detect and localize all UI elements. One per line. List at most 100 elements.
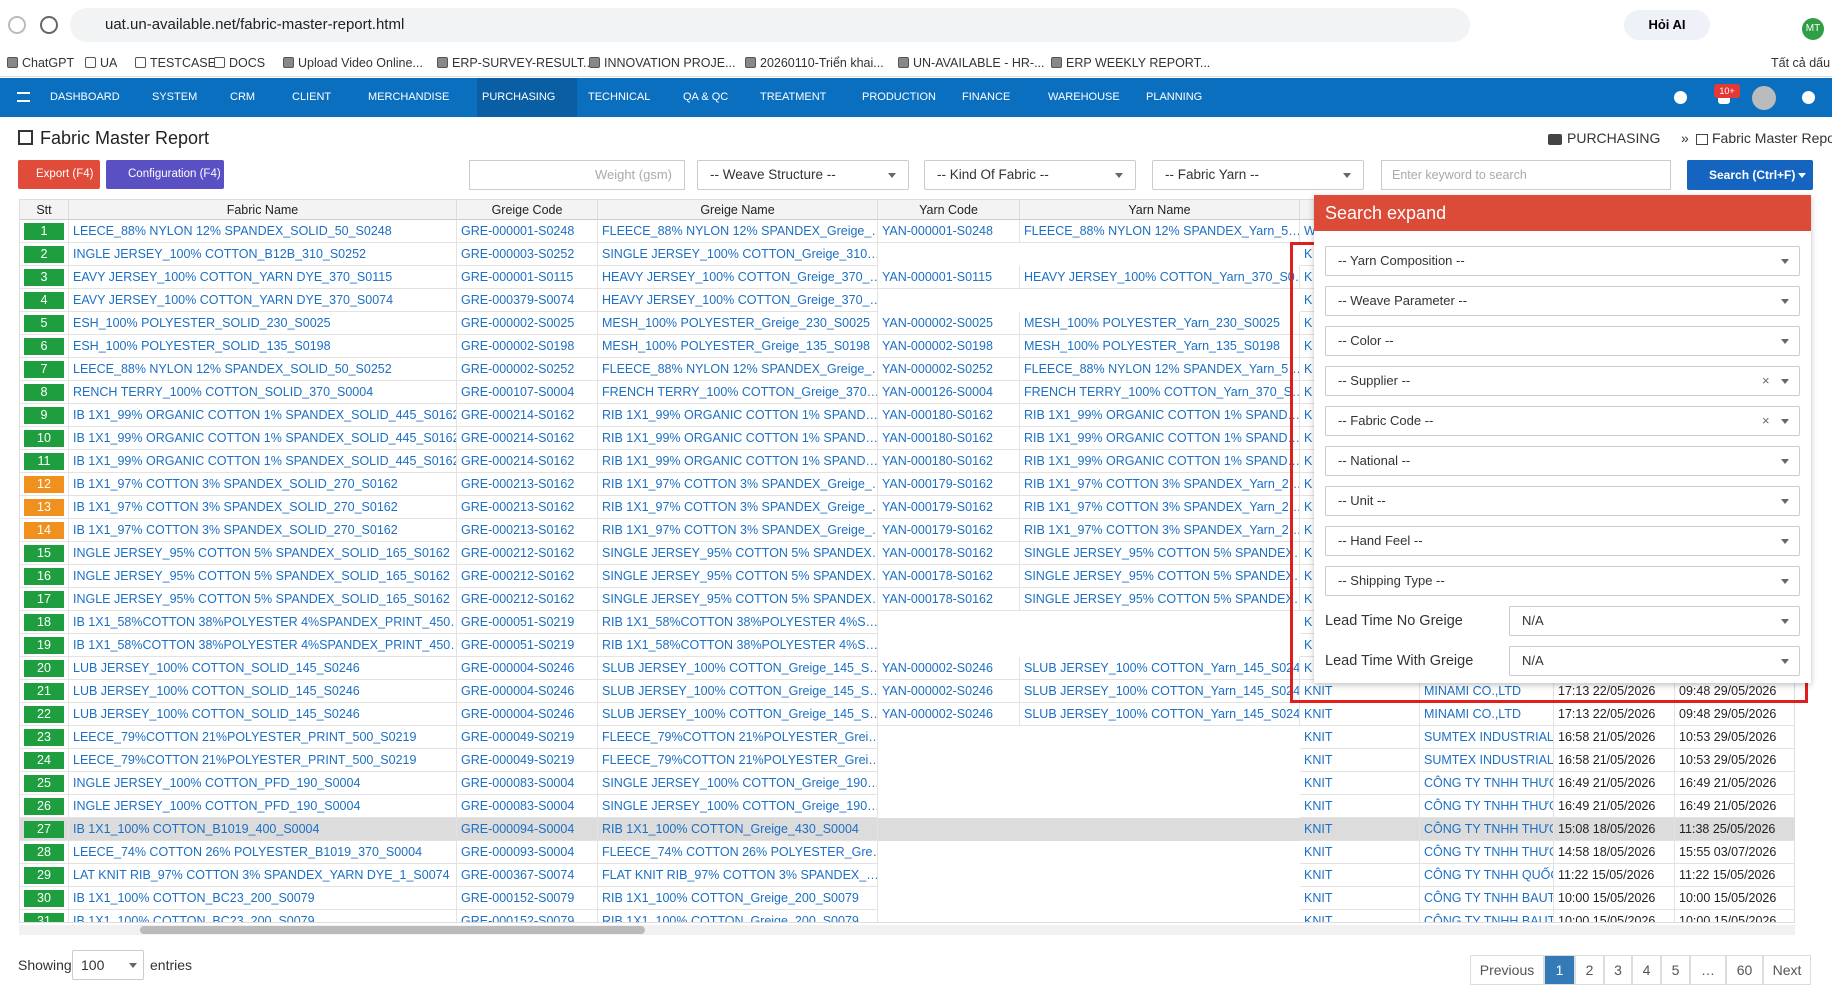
bookmark[interactable]: UA xyxy=(100,56,118,70)
user-avatar[interactable] xyxy=(1752,86,1776,110)
table-cell[interactable]: RIB 1X1_99% ORGANIC COTTON 1% SPAND… xyxy=(1020,450,1300,473)
table-cell[interactable]: 09:48 29/05/2026 xyxy=(1675,703,1794,726)
reload-button[interactable] xyxy=(40,16,58,34)
table-row[interactable] xyxy=(20,772,1794,795)
panel-select[interactable]: -- Yarn Composition -- xyxy=(1325,246,1800,276)
table-cell[interactable]: IB 1X1_58%COTTON 38%POLYESTER 4%SPANDEX_… xyxy=(69,611,457,634)
panel-select[interactable]: -- Weave Parameter -- xyxy=(1325,286,1800,316)
clear-button[interactable]: × xyxy=(1762,373,1770,388)
table-cell[interactable]: RIB 1X1_58%COTTON 38%POLYESTER 4%S… xyxy=(598,634,878,657)
table-cell[interactable]: YAN-000178-S0162 xyxy=(878,542,1020,565)
lead-time-select[interactable]: N/A xyxy=(1509,606,1800,636)
table-cell[interactable]: GRE-000214-S0162 xyxy=(457,404,598,427)
address-bar[interactable] xyxy=(70,8,1470,42)
table-cell[interactable]: KNIT xyxy=(1300,887,1420,910)
table-row[interactable] xyxy=(20,841,1794,864)
table-cell[interactable]: LEECE_79%COTTON 21%POLYESTER_PRINT_500_S… xyxy=(69,726,457,749)
bookmark[interactable]: ChatGPT xyxy=(22,56,75,70)
table-cell[interactable]: YAN-000126-S0004 xyxy=(878,381,1020,404)
table-cell[interactable]: FRENCH TERRY_100% COTTON_Yarn_370_S… xyxy=(1020,381,1300,404)
table-row[interactable] xyxy=(20,726,1794,749)
table-cell[interactable]: GRE-000083-S0004 xyxy=(457,772,598,795)
table-cell[interactable]: 16:49 21/05/2026 xyxy=(1554,772,1675,795)
table-cell[interactable]: SLUB JERSEY_100% COTTON_Greige_145_S… xyxy=(598,703,878,726)
bookmark[interactable]: INNOVATION PROJE... xyxy=(604,56,736,70)
table-cell[interactable]: CÔNG TY TNHH QUỐC xyxy=(1420,864,1554,887)
table-cell[interactable]: YAN-000002-S0246 xyxy=(878,657,1020,680)
table-cell[interactable]: YAN-000002-S0246 xyxy=(878,680,1020,703)
nav-item[interactable]: CLIENT xyxy=(292,91,332,103)
table-cell[interactable]: YAN-000179-S0162 xyxy=(878,496,1020,519)
table-cell[interactable]: GRE-000107-S0004 xyxy=(457,381,598,404)
table-cell[interactable]: INGLE JERSEY_95% COTTON 5% SPANDEX_SOLID… xyxy=(69,565,457,588)
table-cell[interactable]: INGLE JERSEY_100% COTTON_B12B_310_S0252 xyxy=(69,243,457,266)
bookmark[interactable]: TESTCASE xyxy=(150,56,216,70)
table-cell[interactable]: SINGLE JERSEY_100% COTTON_Greige_310… xyxy=(598,243,878,266)
bookmark[interactable]: 20260110-Triển khai... xyxy=(760,56,884,70)
table-cell[interactable]: 10:00 15/05/2026 xyxy=(1675,910,1794,922)
page-button[interactable]: Next xyxy=(1763,955,1811,985)
table-cell[interactable]: EAVY JERSEY_100% COTTON_YARN DYE_370_S00… xyxy=(69,289,457,312)
table-cell[interactable]: HEAVY JERSEY_100% COTTON_Greige_370_… xyxy=(598,289,878,312)
table-cell[interactable]: 10:00 15/05/2026 xyxy=(1554,887,1675,910)
table-cell[interactable]: LEECE_74% COTTON 26% POLYESTER_B1019_370… xyxy=(69,841,457,864)
table-cell[interactable]: SLUB JERSEY_100% COTTON_Greige_145_S… xyxy=(598,680,878,703)
table-cell[interactable]: SINGLE JERSEY_100% COTTON_Greige_190… xyxy=(598,772,878,795)
column-header[interactable]: Greige Name xyxy=(598,200,878,220)
breadcrumb[interactable]: PURCHASING xyxy=(1567,130,1661,146)
column-header[interactable]: Fabric Name xyxy=(69,200,457,220)
table-cell[interactable]: MESH_100% POLYESTER_Greige_230_S0025 xyxy=(598,312,878,335)
table-cell[interactable]: YAN-000002-S0246 xyxy=(878,703,1020,726)
table-cell[interactable]: GRE-000213-S0162 xyxy=(457,496,598,519)
table-cell[interactable]: CÔNG TY TNHH BAUTI xyxy=(1420,910,1554,922)
page-button[interactable]: 5 xyxy=(1661,955,1690,985)
table-cell[interactable]: 11:22 15/05/2026 xyxy=(1554,864,1675,887)
page-button[interactable]: 2 xyxy=(1575,955,1604,985)
table-cell[interactable]: RIB 1X1_99% ORGANIC COTTON 1% SPAND… xyxy=(1020,404,1300,427)
table-cell[interactable]: GRE-000004-S0246 xyxy=(457,680,598,703)
config-button[interactable]: Configuration (F4) xyxy=(106,160,224,189)
table-row[interactable] xyxy=(20,910,1794,922)
table-cell[interactable]: GRE-000152-S0079 xyxy=(457,910,598,922)
table-cell[interactable]: 14:58 18/05/2026 xyxy=(1554,841,1675,864)
table-cell[interactable]: GRE-000213-S0162 xyxy=(457,473,598,496)
table-cell[interactable]: HEAVY JERSEY_100% COTTON_Greige_370_… xyxy=(598,266,878,289)
table-cell[interactable]: INGLE JERSEY_100% COTTON_PFD_190_S0004 xyxy=(69,772,457,795)
table-cell[interactable]: KNIT xyxy=(1300,703,1420,726)
page-button[interactable]: 60 xyxy=(1726,955,1763,985)
table-cell[interactable]: LUB JERSEY_100% COTTON_SOLID_145_S0246 xyxy=(69,703,457,726)
table-cell[interactable]: IB 1X1_97% COTTON 3% SPANDEX_SOLID_270_S… xyxy=(69,473,457,496)
panel-select[interactable]: -- Hand Feel -- xyxy=(1325,526,1800,556)
panel-select[interactable]: -- Supplier -- × xyxy=(1325,366,1800,396)
page-button[interactable]: … xyxy=(1690,955,1726,985)
back-button[interactable] xyxy=(8,16,26,34)
table-cell[interactable]: FLEECE_88% NYLON 12% SPANDEX_Yarn_5… xyxy=(1020,220,1300,243)
table-cell[interactable]: KNIT xyxy=(1300,864,1420,887)
table-cell[interactable]: MESH_100% POLYESTER_Yarn_135_S0198 xyxy=(1020,335,1300,358)
table-cell[interactable]: INGLE JERSEY_100% COTTON_PFD_190_S0004 xyxy=(69,795,457,818)
table-cell[interactable]: GRE-000212-S0162 xyxy=(457,565,598,588)
page-size-select[interactable]: 100 xyxy=(72,950,144,980)
table-cell[interactable]: KNIT xyxy=(1300,841,1420,864)
table-cell[interactable]: GRE-000002-S0198 xyxy=(457,335,598,358)
table-cell[interactable]: GRE-000051-S0219 xyxy=(457,611,598,634)
table-cell[interactable]: FLEECE_88% NYLON 12% SPANDEX_Greige_… xyxy=(598,358,878,381)
table-cell[interactable]: GRE-000213-S0162 xyxy=(457,519,598,542)
table-cell[interactable]: FRENCH TERRY_100% COTTON_Greige_370… xyxy=(598,381,878,404)
table-cell[interactable]: RIB 1X1_97% COTTON 3% SPANDEX_Yarn_2… xyxy=(1020,496,1300,519)
page-button[interactable]: 4 xyxy=(1632,955,1661,985)
panel-select[interactable]: -- Fabric Code -- × xyxy=(1325,406,1800,436)
lead-time-select[interactable]: N/A xyxy=(1509,646,1800,676)
weight-input[interactable]: Weight (gsm) xyxy=(469,160,685,190)
table-cell[interactable]: RIB 1X1_99% ORGANIC COTTON 1% SPAND… xyxy=(1020,427,1300,450)
table-cell[interactable]: 16:49 21/05/2026 xyxy=(1675,772,1794,795)
nav-item[interactable]: CRM xyxy=(230,91,256,103)
table-cell[interactable]: 15:08 18/05/2026 xyxy=(1554,818,1675,841)
table-cell[interactable]: MESH_100% POLYESTER_Yarn_230_S0025 xyxy=(1020,312,1300,335)
table-cell[interactable]: LUB JERSEY_100% COTTON_SOLID_145_S0246 xyxy=(69,680,457,703)
nav-item[interactable]: PRODUCTION xyxy=(862,91,936,103)
table-cell[interactable]: SINGLE JERSEY_100% COTTON_Greige_190… xyxy=(598,795,878,818)
table-cell[interactable]: GRE-000379-S0074 xyxy=(457,289,598,312)
table-cell[interactable]: CÔNG TY TNHH THƯƠ xyxy=(1420,772,1554,795)
table-cell[interactable]: RIB 1X1_100% COTTON_Greige_200_S0079 xyxy=(598,887,878,910)
